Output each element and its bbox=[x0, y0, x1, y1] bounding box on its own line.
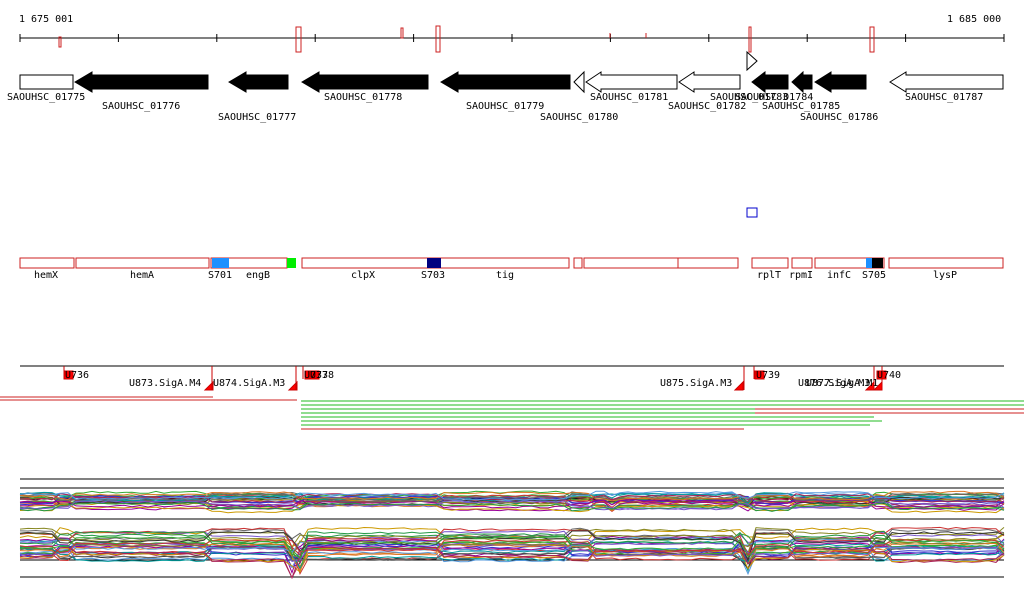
gene-arrow[interactable] bbox=[228, 71, 289, 93]
feature-box[interactable] bbox=[791, 257, 813, 269]
gene-arrow[interactable] bbox=[573, 70, 585, 94]
expression-profile-line bbox=[19, 530, 1005, 548]
gene-arrow[interactable] bbox=[585, 71, 678, 93]
signal-track bbox=[20, 365, 1004, 391]
feature-box[interactable] bbox=[583, 257, 739, 269]
signal-label: U877.SigA.M1 bbox=[806, 378, 879, 389]
signal-label: U738 bbox=[310, 370, 335, 381]
expression-profile-line bbox=[19, 548, 1005, 579]
feature-label: S705 bbox=[862, 270, 887, 281]
feature-label: clpX bbox=[351, 270, 376, 281]
feature-label: rplT bbox=[757, 270, 782, 281]
feature-box[interactable] bbox=[888, 257, 1004, 269]
gene-arrow[interactable] bbox=[746, 50, 758, 72]
feature-label: hemA bbox=[130, 270, 155, 281]
feature-box[interactable] bbox=[814, 257, 885, 269]
signal-label: U873.SigA.M4 bbox=[129, 378, 202, 389]
expression-profile-line bbox=[19, 530, 1005, 562]
ruler-marks bbox=[58, 25, 875, 53]
feature-box[interactable] bbox=[573, 257, 583, 269]
expression-profile-line bbox=[19, 536, 1005, 559]
gene-arrow[interactable] bbox=[301, 71, 429, 93]
expression-profile-line bbox=[19, 493, 1005, 503]
coordinate-ruler bbox=[19, 25, 1005, 53]
feature-track bbox=[19, 257, 1004, 269]
expression-profile-line bbox=[19, 538, 1005, 557]
gene-label[interactable]: SAOUHSC_01784 bbox=[735, 92, 814, 103]
gene-arrow[interactable] bbox=[678, 71, 741, 93]
gene-label[interactable]: SAOUHSC_01783 bbox=[710, 92, 789, 103]
signal-label: U875.SigA.M3 bbox=[660, 378, 733, 389]
gene-arrow[interactable] bbox=[440, 71, 571, 93]
gene-label[interactable]: SAOUHSC_01782 bbox=[668, 101, 747, 112]
expression-profile-line bbox=[19, 532, 1005, 558]
expression-profile-line bbox=[19, 500, 1005, 510]
feature-label: engB bbox=[246, 270, 271, 281]
expression-profile-line bbox=[19, 535, 1005, 553]
feature-label: rpmI bbox=[789, 270, 814, 281]
gene-label[interactable]: SAOUHSC_01787 bbox=[905, 92, 984, 103]
feature-box[interactable] bbox=[19, 257, 75, 269]
gene-label[interactable]: SAOUHSC_01781 bbox=[590, 92, 669, 103]
gene-label[interactable]: SAOUHSC_01776 bbox=[102, 101, 181, 112]
expression-profile-line bbox=[19, 530, 1005, 559]
transcript-lines bbox=[0, 396, 1024, 430]
expression-profile-line bbox=[19, 503, 1005, 514]
signal-label: U737 bbox=[304, 370, 329, 381]
expression-profile-line bbox=[19, 490, 1005, 502]
gene-label[interactable]: SAOUHSC_01786 bbox=[800, 112, 879, 123]
expression-profile-line bbox=[19, 498, 1005, 509]
signal-label: U736 bbox=[65, 370, 90, 381]
expression-profile-line bbox=[19, 539, 1005, 573]
ruler-ticks bbox=[19, 34, 1005, 42]
signal-label: U874.SigA.M3 bbox=[213, 378, 286, 389]
expression-profile-line bbox=[19, 536, 1005, 553]
feature-label: infC bbox=[827, 270, 852, 281]
gene-label[interactable]: SAOUHSC_01785 bbox=[762, 101, 841, 112]
profile-lines bbox=[19, 490, 1005, 580]
feature-label: tig bbox=[496, 270, 515, 281]
gene-label[interactable]: SAOUHSC_01780 bbox=[540, 112, 619, 123]
gene-arrow[interactable] bbox=[74, 71, 209, 93]
expression-profile-line bbox=[19, 490, 1005, 501]
feature-label: S703 bbox=[421, 270, 446, 281]
gene-label[interactable]: SAOUHSC_01779 bbox=[466, 101, 545, 112]
expression-profile-line bbox=[19, 541, 1005, 575]
feature-box[interactable] bbox=[75, 257, 210, 269]
gene-track bbox=[19, 50, 1004, 94]
expression-profile-line bbox=[19, 502, 1005, 512]
blue-marker-square bbox=[746, 207, 758, 218]
ruler-start-label: 1 675 001 bbox=[19, 14, 74, 25]
ruler-end-label: 1 685 000 bbox=[947, 14, 1002, 25]
gene-label[interactable]: SAOUHSC_01775 bbox=[7, 92, 86, 103]
signal-label: U739 bbox=[756, 370, 781, 381]
expression-profiles bbox=[19, 478, 1005, 580]
feature-label: lysP bbox=[933, 270, 958, 281]
gene-arrow[interactable] bbox=[19, 74, 74, 90]
expression-profile-line bbox=[19, 545, 1005, 562]
feature-box[interactable] bbox=[751, 257, 789, 269]
gene-arrow[interactable] bbox=[814, 71, 867, 93]
signal-label: U876.SigA.M3 bbox=[798, 378, 871, 389]
gene-label[interactable]: SAOUHSC_01777 bbox=[218, 112, 297, 123]
gene-arrow[interactable] bbox=[751, 70, 789, 94]
expression-profile-line bbox=[19, 527, 1005, 555]
gene-label[interactable]: SAOUHSC_01778 bbox=[324, 92, 403, 103]
feature-highlights bbox=[212, 258, 883, 268]
feature-label: hemX bbox=[34, 270, 59, 281]
signal-label: U740 bbox=[877, 370, 902, 381]
gene-arrow[interactable] bbox=[889, 71, 1004, 93]
gene-arrow[interactable] bbox=[791, 70, 813, 94]
feature-label: S701 bbox=[208, 270, 233, 281]
